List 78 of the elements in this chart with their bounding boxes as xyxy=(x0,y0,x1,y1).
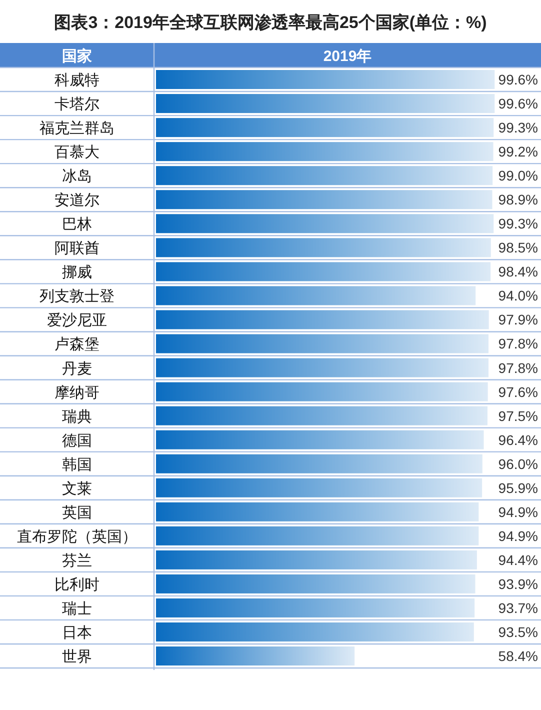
bar xyxy=(156,214,494,234)
y-tick-label: 挪威 xyxy=(62,264,92,282)
data-label: 99.0% xyxy=(498,168,538,184)
data-label: 93.5% xyxy=(498,624,538,640)
y-tick-label: 冰岛 xyxy=(62,168,92,186)
bar xyxy=(156,190,492,210)
bar xyxy=(156,526,479,546)
y-tick-label: 比利时 xyxy=(54,576,100,594)
y-tick-label: 文莱 xyxy=(62,480,92,498)
bar xyxy=(156,406,488,426)
bar xyxy=(156,358,489,378)
data-label: 97.5% xyxy=(498,408,538,424)
data-label: 94.9% xyxy=(498,528,538,544)
bar xyxy=(156,166,493,186)
bar xyxy=(156,478,482,498)
data-label: 98.9% xyxy=(498,192,538,208)
y-tick-label: 列支敦士登 xyxy=(40,288,114,306)
bar xyxy=(156,286,476,306)
data-label: 96.0% xyxy=(498,456,538,472)
data-label: 93.7% xyxy=(498,600,538,616)
y-tick-label: 瑞典 xyxy=(62,408,92,426)
data-label: 94.0% xyxy=(498,288,538,304)
bar xyxy=(156,502,479,522)
x-axis-title: 2019年 xyxy=(323,48,372,65)
data-label: 99.2% xyxy=(498,144,538,160)
y-tick-label: 德国 xyxy=(62,432,92,450)
bar xyxy=(156,382,488,402)
bar xyxy=(156,598,475,618)
data-label: 94.4% xyxy=(498,552,538,568)
bar xyxy=(156,574,476,594)
y-tick-label: 韩国 xyxy=(62,456,92,474)
chart-title: 图表3：2019年全球互联网渗透率最高25个国家(单位：%) xyxy=(54,13,487,32)
y-tick-label: 日本 xyxy=(62,624,92,642)
bar xyxy=(156,622,474,642)
data-label: 95.9% xyxy=(498,480,538,496)
data-label: 94.9% xyxy=(498,504,538,520)
data-label: 58.4% xyxy=(498,648,538,664)
y-tick-label: 芬兰 xyxy=(62,552,92,570)
data-label: 97.6% xyxy=(498,384,538,400)
bar xyxy=(156,70,495,90)
data-label: 97.8% xyxy=(498,336,538,352)
data-label: 96.4% xyxy=(498,432,538,448)
bar xyxy=(156,550,477,570)
y-tick-label: 安道尔 xyxy=(54,192,100,210)
data-label: 99.3% xyxy=(498,216,538,232)
bar xyxy=(156,118,494,138)
data-label: 99.6% xyxy=(498,72,538,88)
y-tick-label: 丹麦 xyxy=(62,360,92,378)
data-label: 97.8% xyxy=(498,360,538,376)
y-tick-label: 直布罗陀（英国） xyxy=(17,528,137,546)
y-tick-label: 爱沙尼亚 xyxy=(47,312,107,330)
data-label: 99.3% xyxy=(498,120,538,136)
data-label: 98.5% xyxy=(498,240,538,256)
bar xyxy=(156,262,491,282)
bar xyxy=(156,454,482,474)
bar xyxy=(156,310,489,330)
y-tick-label: 百慕大 xyxy=(54,144,100,162)
data-label: 97.9% xyxy=(498,312,538,328)
bar xyxy=(156,430,484,450)
y-tick-label: 卢森堡 xyxy=(54,336,100,354)
y-tick-label: 科威特 xyxy=(54,72,100,90)
y-tick-label: 巴林 xyxy=(62,216,92,234)
bar xyxy=(156,646,355,666)
bar xyxy=(156,334,489,354)
y-tick-label: 瑞士 xyxy=(62,600,92,618)
y-tick-label: 世界 xyxy=(62,648,92,666)
y-tick-label: 摩纳哥 xyxy=(54,384,100,402)
data-label: 93.9% xyxy=(498,576,538,592)
y-tick-label: 英国 xyxy=(62,504,92,522)
bar xyxy=(156,238,491,258)
y-axis-title: 国家 xyxy=(62,47,92,65)
bar xyxy=(156,142,494,162)
y-tick-label: 福克兰群岛 xyxy=(40,120,114,138)
data-label: 98.4% xyxy=(498,264,538,280)
y-tick-label: 阿联酋 xyxy=(54,240,100,258)
y-tick-label: 卡塔尔 xyxy=(54,96,100,114)
data-label: 99.6% xyxy=(498,96,538,112)
bar xyxy=(156,94,495,114)
